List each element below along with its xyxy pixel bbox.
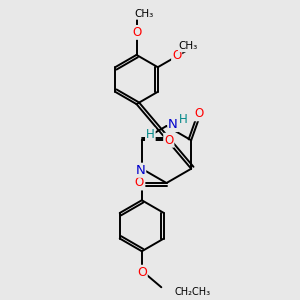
Text: N: N	[168, 118, 178, 131]
Text: O: O	[133, 26, 142, 39]
Text: O: O	[164, 134, 173, 147]
Text: CH₃: CH₃	[179, 41, 198, 51]
Text: N: N	[135, 164, 145, 177]
Text: CH₂CH₃: CH₂CH₃	[175, 287, 211, 297]
Text: CH₃: CH₃	[134, 9, 154, 19]
Text: O: O	[135, 176, 144, 190]
Text: H: H	[178, 113, 188, 126]
Text: H: H	[146, 128, 155, 141]
Text: O: O	[137, 266, 147, 279]
Text: O: O	[172, 49, 181, 62]
Text: O: O	[194, 107, 203, 120]
